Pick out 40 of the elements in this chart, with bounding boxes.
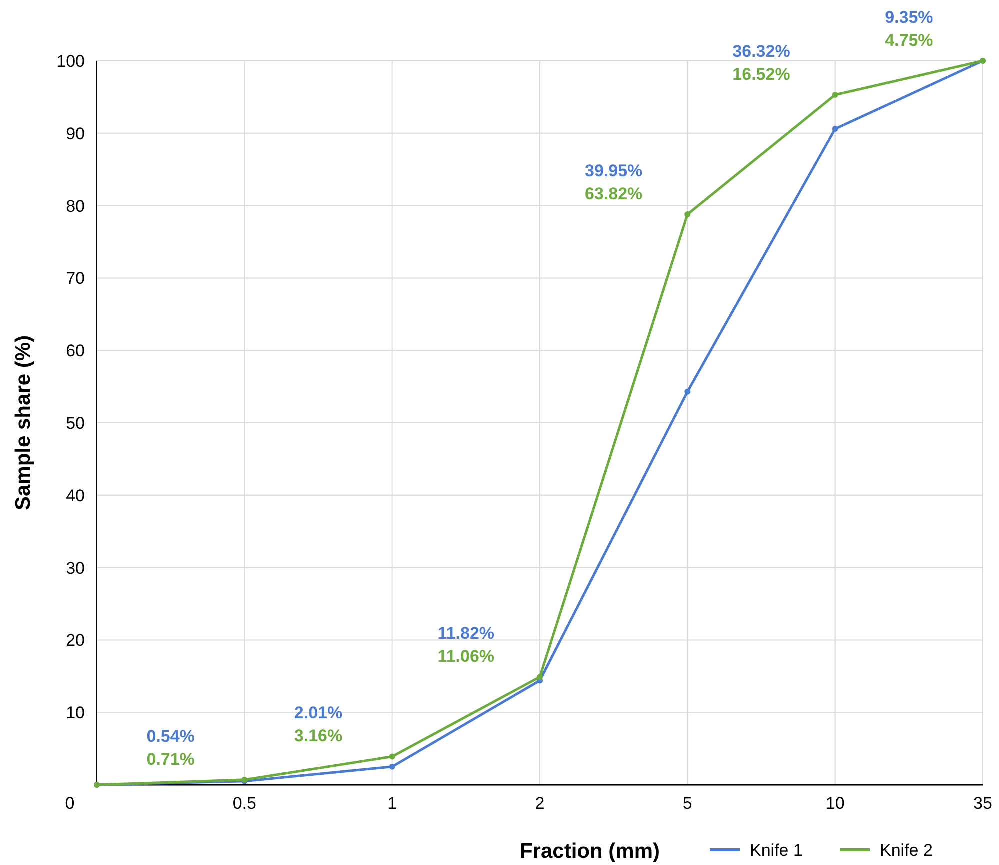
text: 36.32% xyxy=(732,42,790,61)
x-tick-label: 35 xyxy=(974,794,992,813)
legend-label: Knife 1 xyxy=(750,840,803,860)
y-tick-label: 50 xyxy=(66,414,85,433)
legend-label: Knife 2 xyxy=(880,840,933,860)
text: 9.35% xyxy=(885,8,934,27)
annotation: 0.54% xyxy=(146,726,195,746)
x-tick-label: 2 xyxy=(535,794,545,813)
point xyxy=(832,92,838,98)
x-tick-label: 1 xyxy=(388,794,398,813)
y-tick-label: 60 xyxy=(66,342,85,361)
point xyxy=(832,126,838,132)
point xyxy=(389,754,396,760)
x-tick-label: 5 xyxy=(682,794,692,813)
text: 4.75% xyxy=(885,30,934,50)
annotation: 2.01% xyxy=(294,704,343,723)
y-tick-label: 90 xyxy=(66,124,85,144)
y-tick-label: 30 xyxy=(66,558,85,578)
annotation: 16.52% xyxy=(732,64,790,84)
x-tick-label: 10 xyxy=(826,794,845,813)
y-tick-label: 40 xyxy=(66,486,85,506)
annotation: 11.06% xyxy=(438,647,495,666)
y-tick-label: 10 xyxy=(66,704,85,723)
x-tick-label: 0.5 xyxy=(232,794,256,813)
y-tick-label: 20 xyxy=(66,631,85,650)
x-axis-title: Fraction (mm) xyxy=(520,840,660,863)
annotation: 11.82% xyxy=(438,624,495,644)
annotation: 0.71% xyxy=(146,750,195,769)
annotation: 63.82% xyxy=(584,184,643,204)
point xyxy=(389,764,396,770)
point xyxy=(537,674,543,680)
point xyxy=(684,388,691,395)
y-tick-label: 100 xyxy=(56,52,85,71)
y-tick-label: 70 xyxy=(66,269,85,288)
y-tick-label: 80 xyxy=(66,196,85,216)
x-tick-label: 0 xyxy=(65,794,75,813)
annotation: 3.16% xyxy=(294,726,343,746)
annotation: 39.95% xyxy=(584,161,643,180)
point xyxy=(684,211,691,218)
y-axis-title: Sample share (%) xyxy=(12,335,35,511)
